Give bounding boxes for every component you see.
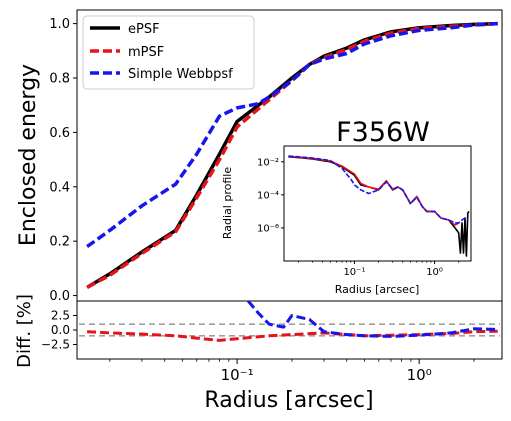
inset-axes-frame bbox=[283, 145, 472, 262]
inset-panel: 10⁻² 10⁻⁴ 10⁻⁶ 10⁻¹ 10⁰ Radial profile Radi… bbox=[221, 145, 472, 296]
diff-y-tick-label: 0.0 bbox=[51, 323, 70, 337]
legend-entry-mpsf: mPSF bbox=[90, 45, 164, 60]
diff-y-tick-label: −2.5 bbox=[41, 338, 70, 352]
legend-entry-epsf: ePSF bbox=[90, 22, 160, 37]
main-y-tick-label: 0.2 bbox=[49, 235, 70, 250]
diff-series-line-series-2 bbox=[247, 301, 498, 338]
diff-y-ticks: 2.50.0−2.5 bbox=[41, 309, 77, 352]
diff-series-line-series-1 bbox=[87, 329, 498, 342]
inset-x-tick-label: 10⁰ bbox=[426, 267, 443, 278]
inset-y-tick-label: 10⁻² bbox=[257, 157, 279, 168]
legend: ePSF mPSF Simple Webbpsf bbox=[82, 15, 255, 90]
diff-x-ticks: 10⁻¹ 10⁰ bbox=[109, 359, 475, 384]
inset-series-group bbox=[288, 155, 470, 257]
inset-x-tick-label: 10⁻¹ bbox=[343, 267, 365, 278]
legend-label-epsf: ePSF bbox=[128, 22, 160, 37]
main-series-group bbox=[86, 21, 498, 289]
x-axis-label: Radius [arcsec] bbox=[204, 388, 373, 413]
inset-x-axis-label: Radius [arcsec] bbox=[335, 283, 420, 296]
main-y-axis-label: Enclosed energy bbox=[16, 64, 41, 246]
main-y-tick-label: 0.8 bbox=[49, 72, 70, 87]
legend-frame bbox=[82, 15, 255, 90]
diff-panel: 2.50.0−2.5 10⁻¹ 10⁰ Diff. [%] Radius [arc… bbox=[14, 294, 503, 413]
diff-axes-frame bbox=[76, 300, 503, 360]
inset-y-tick-label: 10⁻⁴ bbox=[257, 190, 279, 201]
diff-x-tick-label: 10⁰ bbox=[407, 366, 432, 384]
main-panel: 0.0 0.2 0.4 0.6 0.8 1.0 Enclosed energy ePSF … bbox=[16, 9, 503, 304]
legend-label-mpsf: mPSF bbox=[128, 45, 164, 60]
inset-series-line-series-3 bbox=[288, 155, 469, 224]
main-series-line-mpsf bbox=[86, 21, 498, 289]
main-y-tick-label: 0.6 bbox=[49, 126, 70, 141]
inset-y-tick-label: 10⁻⁶ bbox=[257, 223, 279, 234]
diff-series-group bbox=[87, 301, 498, 342]
main-y-tick-label: 0.4 bbox=[49, 180, 70, 195]
inset-y-ticks: 10⁻² 10⁻⁴ 10⁻⁶ bbox=[257, 157, 284, 234]
diff-y-tick-label: 2.5 bbox=[51, 309, 70, 323]
filter-annotation: F356W bbox=[336, 117, 430, 148]
main-y-ticks: 0.0 0.2 0.4 0.6 0.8 1.0 bbox=[49, 17, 77, 304]
inset-background bbox=[284, 146, 471, 261]
inset-y-axis-label: Radial profile bbox=[221, 167, 234, 239]
inset-x-ticks: 10⁻¹ 10⁰ bbox=[298, 261, 460, 278]
main-y-tick-label: 0.0 bbox=[49, 289, 70, 304]
legend-label-simple-webbpsf: Simple Webbpsf bbox=[128, 67, 233, 82]
diff-y-axis-label: Diff. [%] bbox=[14, 294, 35, 368]
diff-x-tick-label: 10⁻¹ bbox=[221, 366, 254, 384]
legend-entry-simple-webbpsf: Simple Webbpsf bbox=[90, 67, 233, 82]
main-series-line-simple-webbpsf bbox=[86, 21, 498, 249]
main-y-tick-label: 1.0 bbox=[49, 17, 70, 32]
